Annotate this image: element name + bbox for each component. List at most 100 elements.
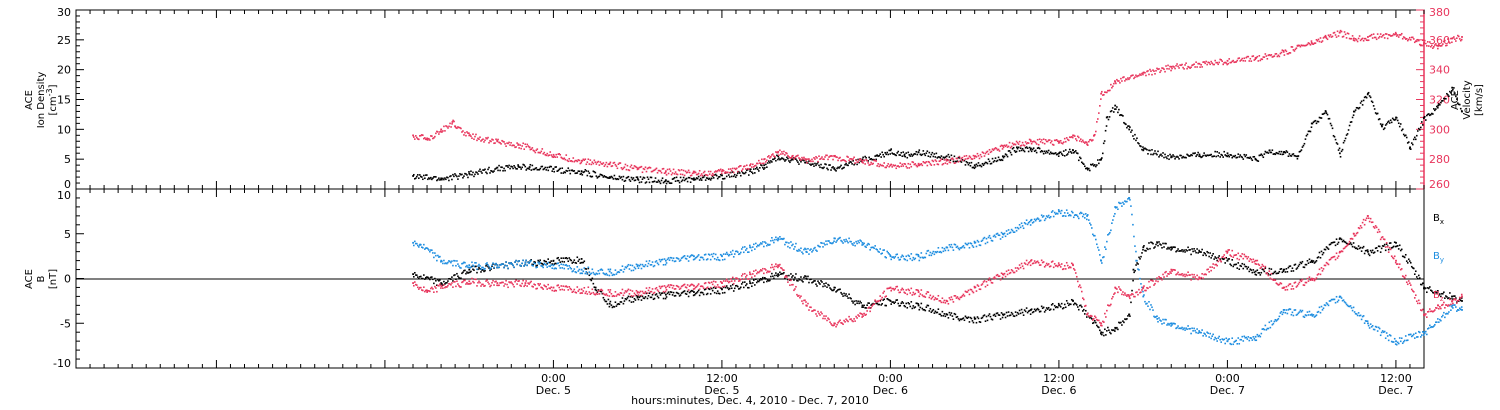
by-point bbox=[900, 256, 903, 258]
by-point bbox=[828, 240, 830, 242]
bx-point bbox=[1062, 307, 1065, 309]
bx-point bbox=[437, 278, 439, 281]
velocity-point bbox=[1329, 34, 1332, 36]
by-point bbox=[934, 251, 937, 253]
density-point bbox=[681, 179, 684, 181]
velocity-point bbox=[812, 160, 814, 163]
bx-point bbox=[1334, 244, 1337, 247]
by-point bbox=[437, 254, 439, 257]
density-point bbox=[686, 180, 689, 183]
velocity-point bbox=[417, 138, 419, 140]
by-point bbox=[981, 239, 984, 242]
density-point bbox=[590, 175, 593, 178]
by-point bbox=[531, 264, 533, 267]
bx-point bbox=[1315, 260, 1318, 262]
density-point bbox=[777, 158, 779, 161]
by-point bbox=[787, 245, 789, 248]
velocity-point bbox=[762, 162, 764, 165]
density-point bbox=[1149, 149, 1151, 152]
by-point bbox=[735, 250, 738, 253]
density-point bbox=[532, 168, 535, 171]
by-point bbox=[935, 251, 938, 254]
density-point bbox=[531, 164, 534, 167]
by-point bbox=[628, 268, 631, 270]
by-point bbox=[1403, 339, 1406, 342]
density-point bbox=[825, 163, 827, 166]
density-point bbox=[473, 175, 475, 178]
density-point bbox=[976, 165, 979, 167]
by-point bbox=[1057, 209, 1060, 211]
velocity-point bbox=[935, 160, 938, 163]
density-point bbox=[1357, 107, 1360, 110]
bz-point bbox=[413, 284, 415, 287]
velocity-point bbox=[571, 160, 574, 163]
bx-point bbox=[1108, 329, 1110, 332]
bx-point bbox=[1461, 300, 1463, 302]
bz-point bbox=[448, 282, 450, 285]
velocity-point bbox=[856, 161, 858, 163]
by-point bbox=[721, 255, 723, 258]
density-point bbox=[666, 180, 669, 183]
bz-point bbox=[473, 281, 475, 284]
density-point bbox=[1157, 150, 1159, 153]
velocity-point bbox=[708, 173, 711, 175]
by-point bbox=[916, 253, 919, 256]
by-point bbox=[810, 248, 812, 250]
bx-point bbox=[1342, 239, 1345, 242]
density-point bbox=[1204, 154, 1206, 157]
density-point bbox=[820, 163, 822, 166]
by-point bbox=[619, 269, 622, 271]
by-point bbox=[1255, 339, 1258, 342]
bx-point bbox=[1307, 262, 1310, 264]
velocity-point bbox=[589, 159, 592, 161]
bx-point bbox=[998, 314, 1001, 316]
density-point bbox=[491, 170, 493, 173]
velocity-point bbox=[1118, 80, 1120, 82]
density-point bbox=[730, 175, 733, 178]
density-point bbox=[902, 151, 905, 153]
by-point bbox=[1223, 338, 1226, 341]
bx-point bbox=[1363, 252, 1366, 255]
velocity-point bbox=[1174, 67, 1176, 70]
velocity-point bbox=[459, 126, 461, 129]
by-point bbox=[447, 261, 449, 264]
density-point bbox=[1267, 152, 1270, 154]
by-point bbox=[604, 273, 607, 276]
density-point bbox=[1442, 99, 1444, 102]
velocity-point bbox=[1454, 38, 1456, 40]
by-point bbox=[491, 264, 493, 267]
bx-point bbox=[1290, 270, 1293, 272]
velocity-point bbox=[1172, 65, 1174, 68]
bx-point bbox=[1045, 307, 1048, 309]
by-point bbox=[902, 255, 905, 258]
bx-point bbox=[1373, 251, 1376, 254]
bx-point bbox=[1219, 258, 1221, 260]
density-point bbox=[1243, 153, 1246, 156]
bx-point bbox=[643, 297, 646, 300]
density-point bbox=[715, 174, 718, 177]
by-point bbox=[1451, 305, 1453, 308]
by-point bbox=[592, 271, 595, 274]
by-point bbox=[1099, 254, 1101, 256]
by-point bbox=[570, 267, 573, 270]
velocity-point bbox=[1448, 41, 1450, 43]
velocity-point bbox=[957, 160, 960, 163]
velocity-point bbox=[1032, 140, 1035, 143]
by-point bbox=[1271, 323, 1274, 326]
density-point bbox=[1390, 121, 1393, 124]
by-point bbox=[1324, 304, 1327, 307]
by-point bbox=[1367, 324, 1370, 327]
by-point bbox=[425, 247, 427, 249]
density-point bbox=[703, 174, 706, 177]
velocity-point bbox=[876, 165, 878, 167]
velocity-point bbox=[630, 164, 633, 167]
bx-point bbox=[1244, 265, 1247, 268]
velocity-point bbox=[1157, 68, 1159, 71]
density-point bbox=[942, 156, 945, 159]
bx-point bbox=[609, 300, 612, 303]
density-point bbox=[1430, 113, 1432, 116]
bx-point bbox=[1391, 246, 1394, 249]
density-point bbox=[1287, 155, 1290, 158]
by-point bbox=[468, 266, 470, 269]
by-point bbox=[1441, 315, 1443, 318]
